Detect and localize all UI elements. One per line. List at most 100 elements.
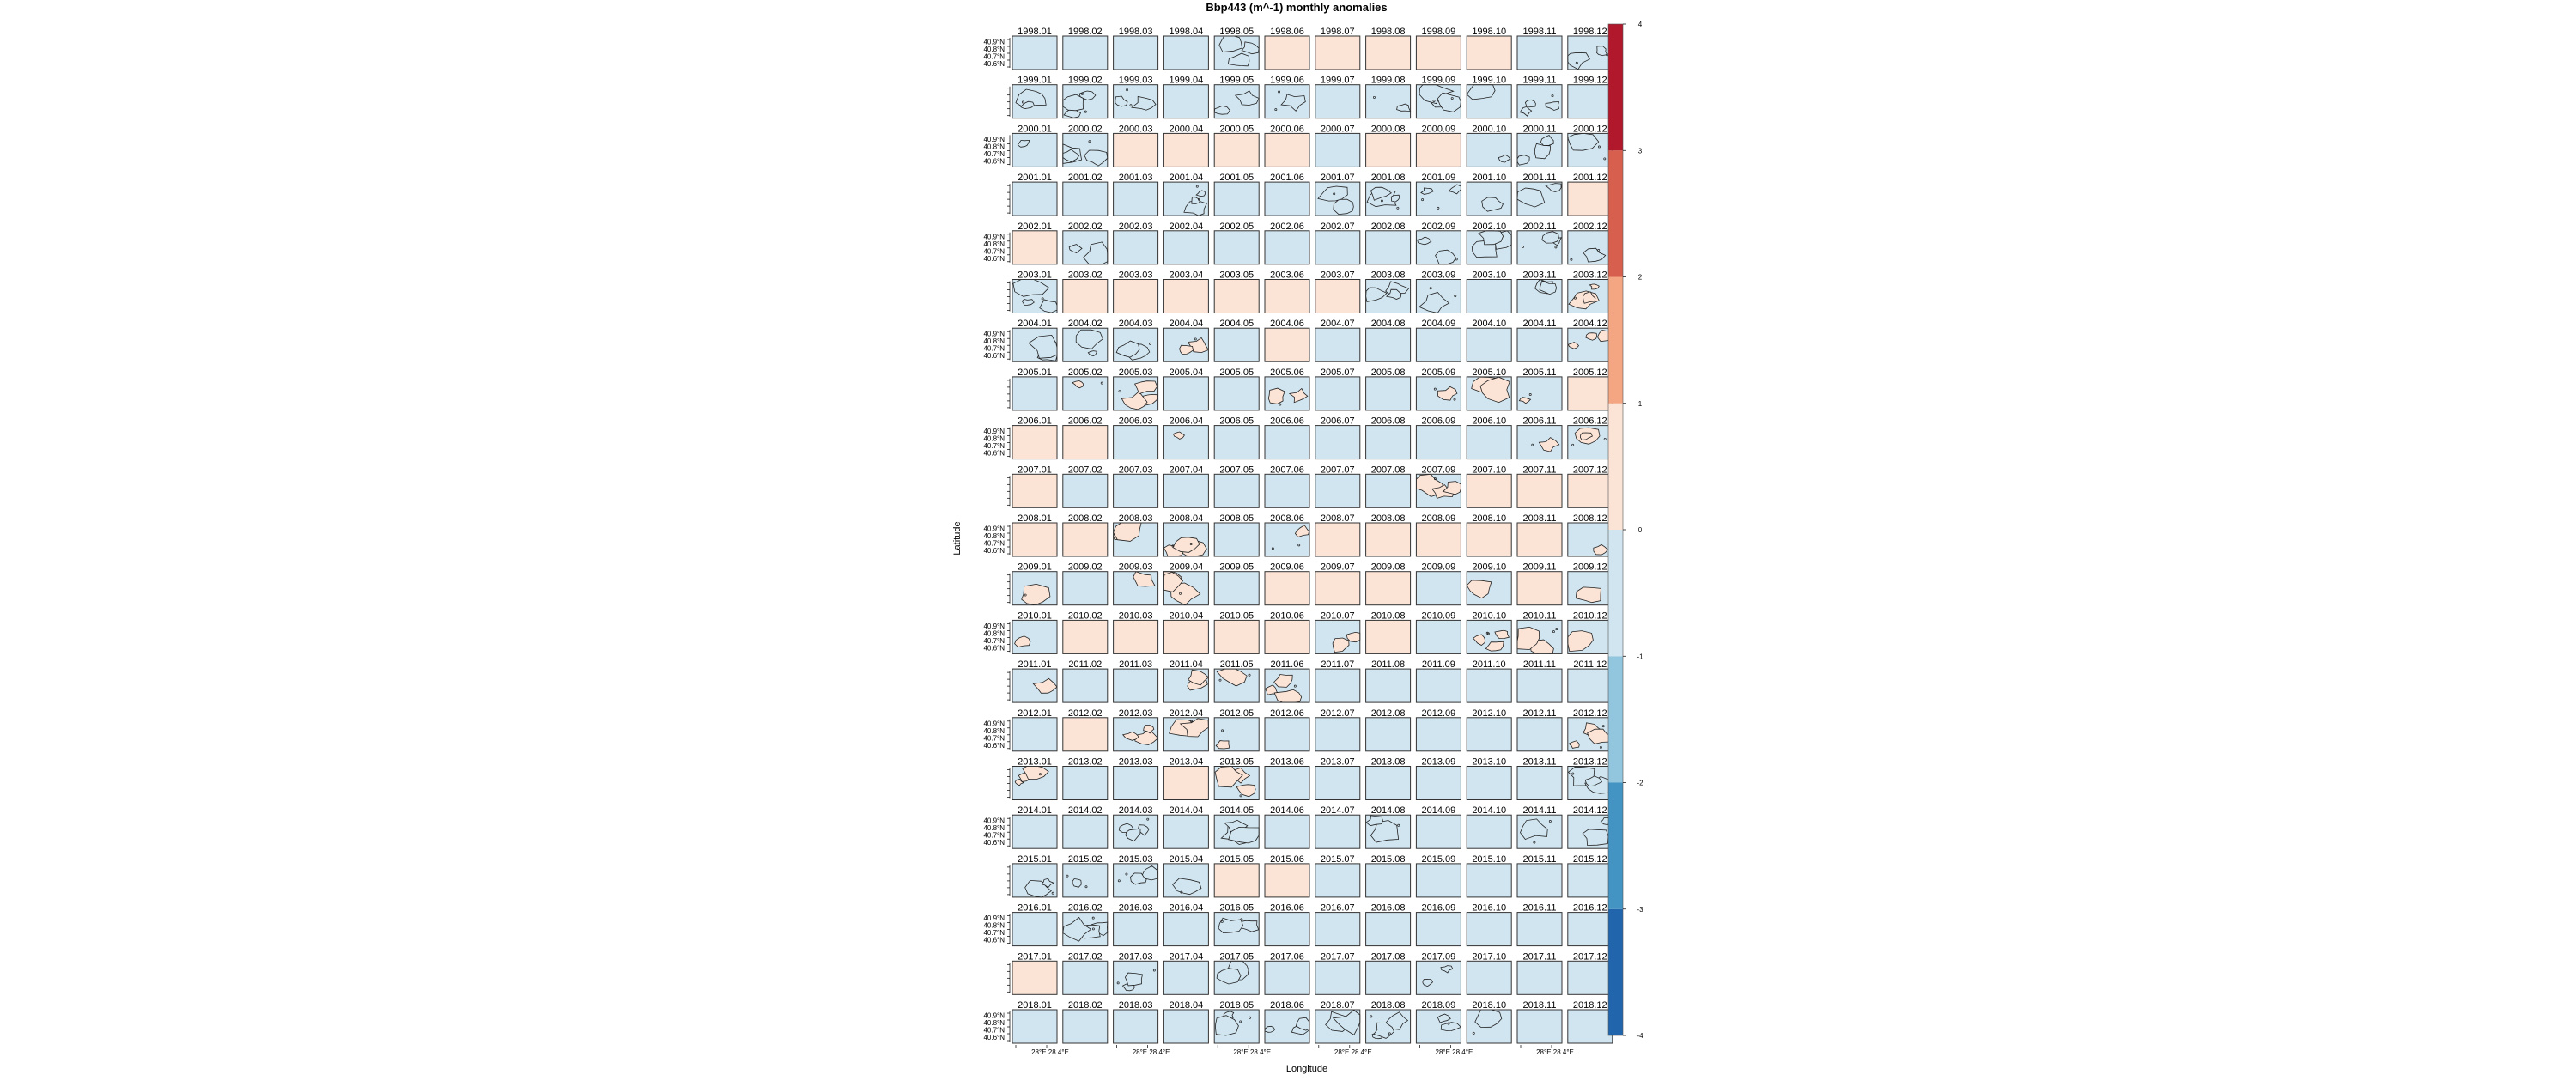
panel-border xyxy=(1113,912,1159,947)
panel-label: 2018.09 xyxy=(1422,1000,1456,1011)
panel-background xyxy=(1517,766,1562,800)
panel-label: 2018.03 xyxy=(1119,1000,1153,1011)
panel-border xyxy=(1415,619,1461,654)
panel-background xyxy=(1567,961,1613,995)
panel-label: 2005.10 xyxy=(1472,367,1506,378)
anomaly-panel: 2018.07 xyxy=(1315,1000,1361,1044)
panel-label: 2003.09 xyxy=(1422,270,1456,281)
panel-border xyxy=(1062,35,1109,70)
anomaly-panel: 2002.10 xyxy=(1466,222,1512,265)
panel-border xyxy=(1062,425,1109,460)
panel-border xyxy=(1315,717,1361,752)
anomaly-panel: 2014.01 xyxy=(1012,805,1058,849)
panel-background xyxy=(1163,815,1209,849)
panel-background xyxy=(1365,328,1411,362)
panel-background xyxy=(1567,863,1613,897)
panel-border xyxy=(1062,960,1109,995)
anomaly-panel: 2002.12 xyxy=(1567,222,1613,265)
anomaly-panel: 2005.05 xyxy=(1213,367,1260,411)
anomaly-contour xyxy=(1183,200,1207,216)
anomaly-contour-dot xyxy=(1599,745,1602,749)
panel-border xyxy=(1315,279,1361,313)
anomaly-contour-dot xyxy=(1179,592,1182,595)
panel-label: 2003.10 xyxy=(1472,270,1506,281)
panel-border xyxy=(1415,327,1461,362)
panel-background xyxy=(1567,84,1613,118)
anomaly-panel: 2016.03 xyxy=(1113,903,1159,947)
panel-label: 2001.06 xyxy=(1270,173,1304,183)
panel-label: 2002.07 xyxy=(1321,222,1355,232)
panel-border xyxy=(1264,327,1310,362)
panel-label: 2010.03 xyxy=(1119,610,1153,621)
anomaly-panel: 2000.05 xyxy=(1213,124,1260,167)
anomaly-panel: 2009.02 xyxy=(1062,562,1109,606)
anomaly-contour-dot xyxy=(1278,90,1281,94)
anomaly-contour xyxy=(1575,586,1601,604)
panel-border xyxy=(1163,814,1209,849)
panel-label: 2018.01 xyxy=(1018,1000,1052,1011)
panel-label: 2000.11 xyxy=(1523,124,1557,134)
panel-border xyxy=(1012,473,1058,508)
panel-label: 2008.01 xyxy=(1018,513,1052,524)
panel-label: 2006.02 xyxy=(1068,416,1103,427)
panel-border xyxy=(1466,1009,1512,1044)
panel-background xyxy=(1062,376,1108,410)
panel-label: 2013.01 xyxy=(1018,757,1052,768)
anomaly-contour xyxy=(1179,344,1194,355)
anomaly-contour xyxy=(1440,965,1454,974)
anomaly-panel: 2007.05 xyxy=(1213,465,1260,508)
anomaly-panel: 2010.06 xyxy=(1264,610,1310,654)
panel-background xyxy=(1062,474,1108,508)
panel-background xyxy=(1517,961,1562,995)
panel-background xyxy=(1467,717,1512,751)
anomaly-panel: 2012.01 xyxy=(1012,708,1058,752)
lat-tick-label: 40.6°N xyxy=(983,742,1005,750)
anomaly-panel: 2003.09 xyxy=(1415,270,1461,313)
anomaly-contour-dot xyxy=(1433,387,1437,391)
anomaly-contour xyxy=(1125,828,1141,842)
panel-background xyxy=(1163,425,1209,459)
panel-label: 2007.08 xyxy=(1371,465,1406,475)
anomaly-panel: 2015.10 xyxy=(1466,854,1512,898)
anomaly-contour-dot xyxy=(1171,544,1175,548)
anomaly-contour xyxy=(1386,288,1402,300)
panel-background xyxy=(1416,620,1461,654)
panel-border xyxy=(1315,230,1361,265)
panel-label: 2001.10 xyxy=(1472,173,1506,183)
panel-background xyxy=(1214,376,1260,410)
panel-border xyxy=(1163,35,1209,70)
panel-label: 2012.11 xyxy=(1523,708,1557,719)
panel-border xyxy=(1415,814,1461,849)
anomaly-panel: 2015.05 xyxy=(1213,854,1260,898)
anomaly-panel: 2011.03 xyxy=(1113,659,1159,703)
anomaly-panel: 2012.05 xyxy=(1213,708,1260,752)
panel-label: 2016.09 xyxy=(1422,903,1456,914)
lat-tick-label: 40.7°N xyxy=(983,637,1005,645)
panel-label: 2006.03 xyxy=(1119,416,1153,427)
panel-label: 2010.11 xyxy=(1523,610,1557,621)
panel-background xyxy=(1416,863,1461,897)
anomaly-panel: 2011.11 xyxy=(1516,659,1563,703)
panel-background xyxy=(1365,669,1411,703)
panel-label: 2009.09 xyxy=(1422,562,1456,573)
panel-label: 2003.03 xyxy=(1119,270,1153,281)
lat-tick-label: 40.7°N xyxy=(983,929,1005,937)
anomaly-contour-dot xyxy=(1432,99,1436,102)
anomaly-contour xyxy=(1017,139,1030,148)
anomaly-panel: 2013.06 xyxy=(1264,757,1310,800)
lat-tick-label: 40.8°N xyxy=(983,240,1005,248)
anomaly-contour-dot xyxy=(1601,725,1605,728)
colorbar-segment xyxy=(1608,150,1623,277)
panel-border xyxy=(1213,766,1260,800)
panel-label: 2002.11 xyxy=(1523,222,1557,232)
anomaly-contour xyxy=(1121,731,1139,741)
panel-background xyxy=(1113,230,1158,264)
anomaly-panel: 2014.02 xyxy=(1062,805,1109,849)
panel-background xyxy=(1467,961,1512,995)
panel-background xyxy=(1062,961,1108,995)
anomaly-panel: 2009.01 xyxy=(1012,562,1058,606)
panel-background xyxy=(1416,961,1461,995)
anomaly-panel: 1999.07 xyxy=(1315,76,1361,119)
panel-background xyxy=(1365,84,1411,118)
anomaly-contour xyxy=(1585,332,1598,341)
